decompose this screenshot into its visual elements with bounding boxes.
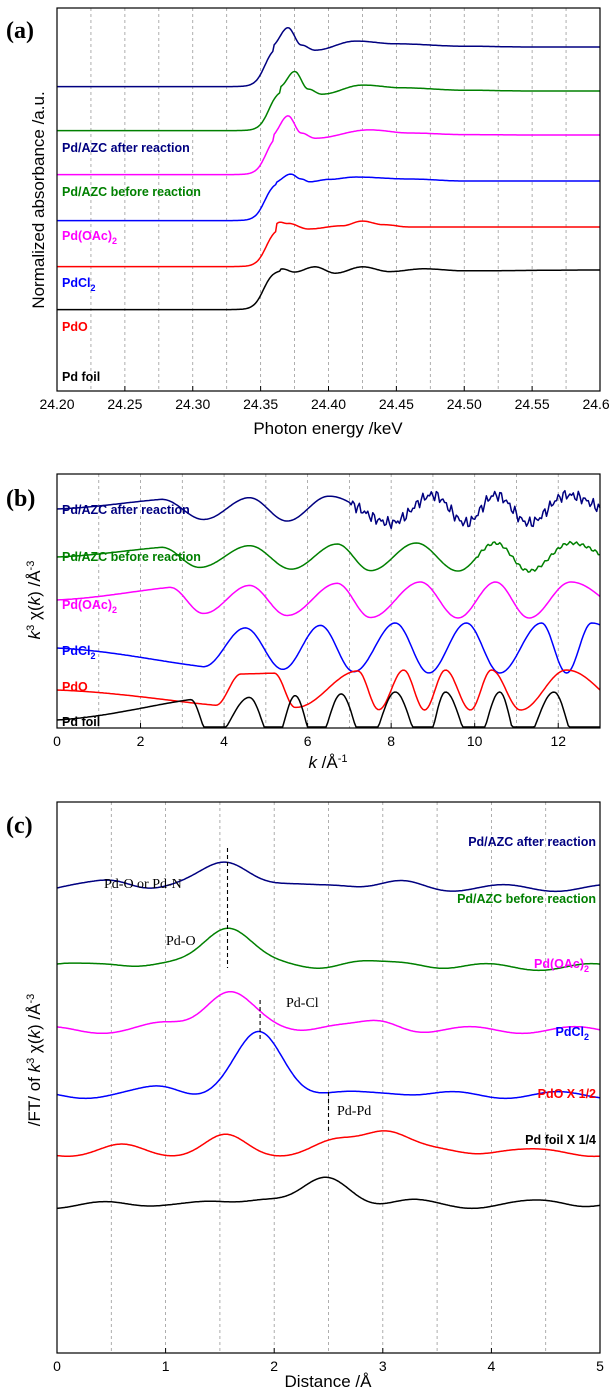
panel-c-legend-pdcl2: PdCl2 <box>556 1025 590 1042</box>
panel-c: (c) 0 1 2 3 4 5 Distance /Å /FT/ of k3 χ(k) /… <box>6 801 604 1391</box>
panel-c-tick-label: 1 <box>162 1358 170 1374</box>
panel-b-legend-pdcl2: PdCl2 <box>62 644 96 661</box>
panel-a-series-pd-oac-2 <box>57 115 600 176</box>
panel-b-legend-pd-foil: Pd foil <box>62 715 100 729</box>
panel-a-legend-pd-azc-before: Pd/AZC before reaction <box>62 185 201 199</box>
panel-a-tick-label: 24.50 <box>447 396 482 412</box>
panel-b-x-axis-label: k /Å-1 <box>308 753 347 772</box>
panel-a-grid <box>90 8 567 391</box>
panel-a-tick-label: 24.40 <box>311 396 346 412</box>
panel-a-legend-pd-foil: Pd foil <box>62 370 100 384</box>
panel-a: (a) 24.20 24.25 24.30 24.35 24.40 24.45 24.50 2… <box>6 7 609 438</box>
panel-c-series-pd-azc-before-reaction <box>56 927 601 972</box>
panel-b-series-pd-azc-after-reaction <box>56 489 601 530</box>
panel-b-y-axis-label: k3 χ(k) /Å-3 <box>25 561 44 640</box>
panel-b-legend-pdoac2: Pd(OAc)2 <box>62 598 117 615</box>
panel-c-legend-pdoac2: Pd(OAc)2 <box>534 957 589 974</box>
panel-c-tick-label: 0 <box>53 1358 61 1374</box>
panel-b-series-pd-oac-2 <box>56 581 601 619</box>
panel-a-tick-label: 24.55 <box>515 396 550 412</box>
panel-c-label: (c) <box>6 813 33 839</box>
panel-c-series-pdo-x-1-2 <box>56 1130 601 1158</box>
panel-c-legend-pd-azc-before: Pd/AZC before reaction <box>457 892 596 906</box>
panel-c-series-pd-foil-x-1-4 <box>57 1176 601 1210</box>
panel-b-series-pd-foil <box>56 691 600 728</box>
panel-b-series-pdcl2 <box>56 622 601 674</box>
panel-c-curves <box>56 848 601 1210</box>
panel-a-x-axis-label: Photon energy /keV <box>253 419 403 438</box>
panel-a-tick-label: 24.30 <box>175 396 210 412</box>
panel-b-curves <box>56 489 601 728</box>
panel-c-tick-label: 2 <box>270 1358 278 1374</box>
panel-a-legend-pdcl2: PdCl2 <box>62 276 96 293</box>
panel-b-label: (b) <box>6 486 35 512</box>
panel-a-series-pdcl2 <box>57 173 600 222</box>
panel-a-y-axis-label: Normalized absorbance /a.u. <box>29 91 48 308</box>
panel-c-frame <box>56 801 601 1354</box>
panel-a-tick-label: 24.45 <box>379 396 414 412</box>
panel-b-tick-label: 2 <box>137 733 145 749</box>
panel-c-y-axis-label: /FT/ of k3 χ(k) /Å-3 <box>25 994 44 1127</box>
panel-a-tick-label: 24.35 <box>243 396 278 412</box>
panel-c-legend-pd-foil: Pd foil X 1/4 <box>525 1133 596 1147</box>
panel-c-legend-pdo: PdO X 1/2 <box>538 1087 596 1101</box>
panel-b-tick-label: 6 <box>304 733 312 749</box>
panel-a-tick-label: 24.20 <box>39 396 74 412</box>
panel-a-series-pd-azc-after-reaction <box>57 26 600 88</box>
panel-a-legend-pd-azc-after: Pd/AZC after reaction <box>62 141 190 155</box>
panel-a-legend-pdoac2: Pd(OAc)2 <box>62 229 117 246</box>
panel-a-curves <box>57 26 600 311</box>
panel-a-tick-label: 24.60 <box>582 396 609 412</box>
panel-b-legend-pd-azc-before: Pd/AZC before reaction <box>62 550 201 564</box>
panel-c-legend-pd-azc-after: Pd/AZC after reaction <box>468 835 596 849</box>
panel-c-series-pdcl2 <box>56 1030 601 1100</box>
panel-a-series-pdo <box>57 220 600 268</box>
annotation-pd-o: Pd-O <box>166 934 196 949</box>
panel-b: (b) 0 2 4 6 8 10 12 k /Å-1 k3 χ(k) /Å-3 Pd/AZC… <box>6 473 601 772</box>
panel-c-x-axis-label: Distance /Å <box>285 1372 373 1391</box>
annotation-pd-cl: Pd-Cl <box>286 996 319 1011</box>
panel-a-series-pd-foil <box>57 266 600 311</box>
panel-b-tick-label: 8 <box>387 733 395 749</box>
panel-b-series-pd-azc-before-reaction <box>56 540 601 573</box>
panel-b-tick-label: 12 <box>550 733 566 749</box>
panel-b-legend-pd-azc-after: Pd/AZC after reaction <box>62 503 190 517</box>
panel-b-frame <box>56 473 601 729</box>
panel-c-grid <box>110 802 547 1353</box>
panel-c-tick-label: 3 <box>379 1358 387 1374</box>
panel-a-series-pd-azc-before-reaction <box>57 70 600 132</box>
annotation-pd-pd: Pd-Pd <box>337 1104 371 1119</box>
panel-b-tick-label: 0 <box>53 733 61 749</box>
panel-b-tick-label: 10 <box>467 733 483 749</box>
panel-c-series-pd-oac-2 <box>56 990 601 1035</box>
panel-b-x-ticks: 0 2 4 6 8 10 12 <box>53 723 566 749</box>
panel-b-tick-label: 4 <box>220 733 228 749</box>
panel-c-tick-label: 4 <box>488 1358 496 1374</box>
panel-c-tick-label: 5 <box>596 1358 604 1374</box>
annotation-pd-o-or-pd-n: Pd-O or Pd-N <box>104 877 182 892</box>
panel-a-x-ticks: 24.20 24.25 24.30 24.35 24.40 24.45 24.50 24.55… <box>39 386 609 412</box>
panel-c-series-pd-azc-after-reaction <box>56 861 601 893</box>
panel-a-legend-pdo: PdO <box>62 320 88 334</box>
panel-b-legend-pdo: PdO <box>62 680 88 694</box>
panel-a-label: (a) <box>6 18 34 44</box>
panel-a-tick-label: 24.25 <box>107 396 142 412</box>
panel-c-x-ticks: 0 1 2 3 4 5 <box>53 1348 604 1374</box>
panel-b-series-pdo <box>56 669 601 711</box>
